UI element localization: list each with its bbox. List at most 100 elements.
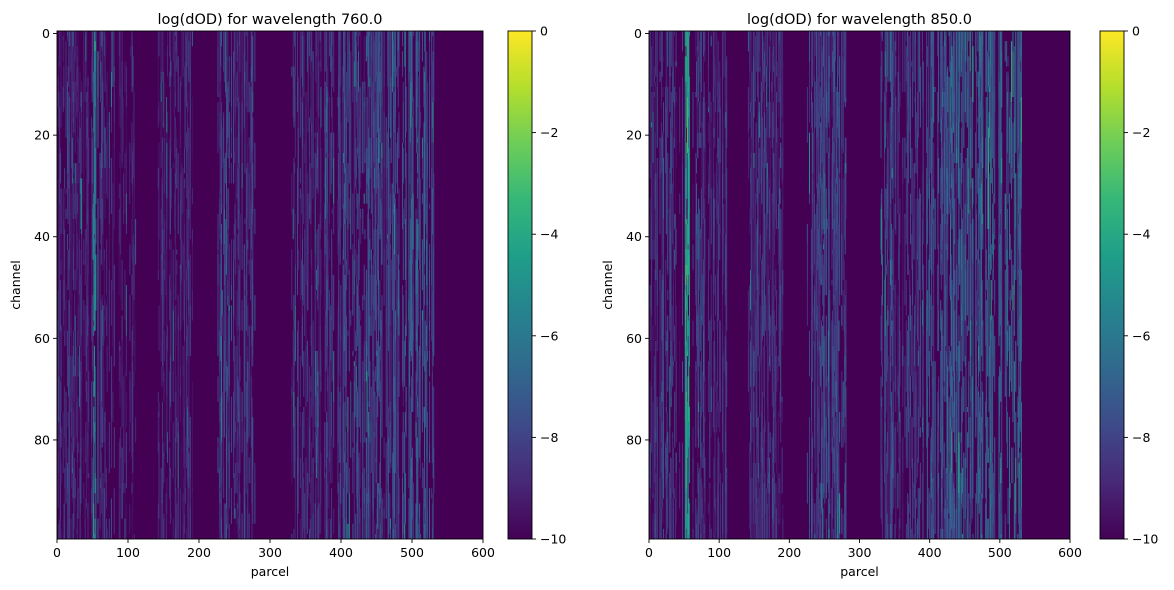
heatmap-cell <box>432 249 434 291</box>
heatmap-cell <box>326 345 328 392</box>
heatmap-cell <box>250 371 252 407</box>
heatmap-cell <box>314 254 316 275</box>
heatmap-cell <box>294 320 296 331</box>
heatmap-cell <box>223 264 225 285</box>
heatmap-cell <box>397 381 399 423</box>
heatmap-cell <box>130 528 132 539</box>
heatmap-cell <box>169 498 171 529</box>
heatmap-cell <box>773 523 775 539</box>
heatmap-cell <box>409 412 411 458</box>
heatmap-cell <box>387 437 389 484</box>
heatmap-cell <box>233 285 235 291</box>
heatmap-cell <box>162 518 164 539</box>
heatmap-cell <box>353 361 355 367</box>
heatmap-cell <box>172 61 174 113</box>
heatmap-cell <box>101 178 103 209</box>
heatmap-cell <box>311 285 313 296</box>
heatmap-cell <box>73 102 75 113</box>
heatmap-cell <box>92 295 94 352</box>
heatmap-cell <box>133 188 135 245</box>
heatmap-cell <box>698 254 700 306</box>
heatmap-cell <box>93 345 95 397</box>
heatmap-cell <box>333 351 335 402</box>
heatmap-cell <box>345 117 347 158</box>
heatmap-cell <box>837 310 839 346</box>
heatmap-cell <box>297 417 299 428</box>
heatmap-cell <box>217 46 219 98</box>
heatmap-cell <box>311 523 313 539</box>
heatmap-cell <box>751 427 753 443</box>
heatmap-cell <box>79 173 81 194</box>
heatmap-cell <box>180 229 182 285</box>
heatmap-cell <box>326 340 328 346</box>
heatmap-cell <box>831 152 833 179</box>
heatmap-cell <box>161 122 163 148</box>
heatmap-cell <box>402 345 404 382</box>
heatmap-cell <box>125 117 127 148</box>
heatmap-cell <box>725 61 727 77</box>
heatmap-cell <box>323 478 325 529</box>
heatmap-cell <box>774 513 776 539</box>
heatmap-cell <box>398 269 400 301</box>
heatmap-cell <box>814 290 816 341</box>
heatmap-cell <box>76 31 78 37</box>
heatmap-cell <box>754 523 756 539</box>
heatmap-cell <box>778 356 780 362</box>
heatmap-cell <box>828 112 830 128</box>
heatmap-cell <box>421 274 423 291</box>
heatmap-cell <box>762 290 764 336</box>
heatmap-cell <box>235 422 237 433</box>
heatmap-cell <box>426 406 428 433</box>
heatmap-cell <box>189 508 191 539</box>
heatmap-cell <box>372 137 374 164</box>
heatmap-cell <box>186 528 188 539</box>
heatmap-cell <box>844 335 846 352</box>
heatmap-cell <box>309 117 311 148</box>
heatmap-cell <box>389 193 391 235</box>
heatmap-cell <box>766 503 768 524</box>
heatmap-cell <box>372 193 374 250</box>
heatmap-cell <box>68 518 70 539</box>
heatmap-cell <box>835 86 837 98</box>
heatmap-cell <box>305 345 307 407</box>
heatmap-cell <box>844 518 846 534</box>
heatmap-cell <box>817 305 819 352</box>
heatmap-cell <box>771 305 773 346</box>
heatmap-cell <box>191 97 193 158</box>
heatmap-cell <box>373 229 375 265</box>
heatmap-cell <box>157 31 159 57</box>
heatmap-cell <box>688 91 690 108</box>
heatmap-cell <box>886 320 888 382</box>
heatmap-cell <box>431 371 433 428</box>
heatmap-cell <box>837 498 839 514</box>
heatmap-cell <box>419 356 421 412</box>
heatmap-cell <box>363 102 365 108</box>
heatmap-cell <box>250 66 252 82</box>
heatmap-cell <box>246 46 248 103</box>
heatmap-cell <box>293 427 295 479</box>
heatmap-cell <box>884 51 886 77</box>
heatmap-cell <box>670 244 672 306</box>
heatmap-cell <box>389 31 391 82</box>
heatmap-cell <box>812 31 814 82</box>
heatmap-cell <box>832 406 834 438</box>
heatmap-cell <box>365 340 367 382</box>
heatmap-cell <box>67 498 69 539</box>
heatmap-cell <box>387 102 389 113</box>
heatmap-cell <box>380 264 382 280</box>
heatmap-cell <box>764 31 766 47</box>
heatmap-cell <box>113 183 115 230</box>
heatmap-cell <box>661 447 663 453</box>
heatmap-cell <box>845 97 847 103</box>
heatmap-cell <box>412 31 414 37</box>
heatmap-cell <box>836 325 838 331</box>
heatmap-cell <box>772 310 774 331</box>
heatmap-cell <box>348 91 350 128</box>
heatmap-cell <box>97 300 99 336</box>
heatmap-cell <box>325 158 327 219</box>
heatmap-cell <box>881 396 883 407</box>
heatmap-cell <box>179 198 181 240</box>
heatmap-cell <box>687 508 689 539</box>
heatmap-cell <box>412 147 414 194</box>
heatmap-cell <box>370 36 372 57</box>
